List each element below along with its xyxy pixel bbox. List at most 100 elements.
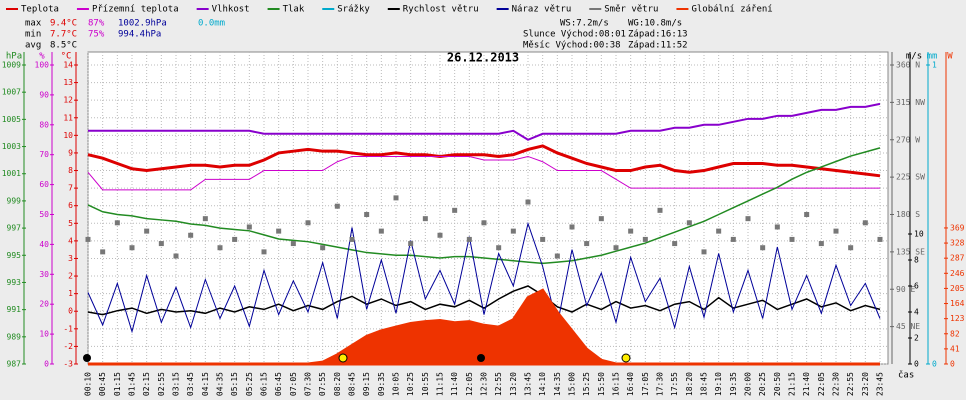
x-tick-label: 15:50 (597, 372, 606, 396)
y-tick-label: -2 (63, 342, 73, 351)
y-tick-label: 135 SE (896, 247, 925, 256)
stat: 0.0mm (198, 19, 225, 29)
moon-rise (83, 354, 91, 362)
x-tick-label: 16:15 (612, 372, 621, 396)
direction-point (877, 236, 883, 242)
axis-unit: mm (927, 52, 938, 62)
direction-point (261, 249, 267, 255)
x-tick-label: 04:15 (201, 372, 210, 396)
y-tick-label: 1 (68, 289, 73, 298)
direction-point (569, 224, 575, 230)
direction-point (554, 253, 560, 259)
x-tick-label: 01:45 (128, 372, 137, 396)
direction-point (496, 245, 502, 251)
x-tick-label: 08:20 (333, 372, 342, 396)
stat: 75% (88, 30, 105, 40)
direction-point (584, 241, 590, 247)
stat-label: min (25, 30, 41, 40)
y-tick-label: 6 (68, 201, 73, 210)
y-tick-label: 1007 (2, 88, 21, 97)
y-tick-label: 9 (68, 148, 73, 157)
direction-point (173, 253, 179, 259)
direction-point (188, 232, 194, 238)
x-tick-label: 17:30 (656, 372, 665, 396)
direction-point (408, 241, 414, 247)
legend-label: Srážky (337, 5, 370, 15)
direction-point (598, 216, 604, 222)
x-tick-label: 12:05 (465, 372, 474, 396)
x-tick-label: 12:30 (480, 372, 489, 396)
y-tick-label: 123 (950, 314, 965, 323)
x-tick-label: 20:50 (773, 372, 782, 396)
legend-label: Teplota (21, 5, 59, 15)
x-tick-label: 09:15 (362, 372, 371, 396)
y-tick-label: 5 (68, 219, 73, 228)
y-tick-label: 10 (39, 330, 49, 339)
x-tick-label: 02:15 (142, 372, 151, 396)
y-tick-label: 8 (914, 256, 919, 265)
y-tick-label: 205 (950, 284, 965, 293)
direction-point (525, 199, 531, 205)
series-line (87, 147, 881, 265)
y-tick-label: 100 (35, 61, 50, 70)
axis-unit: m/s (906, 52, 922, 62)
y-tick-label: 164 (950, 299, 965, 308)
x-tick-label: 00:45 (98, 372, 107, 396)
legend-label: Přízemní teplota (92, 5, 179, 15)
x-tick-label: 10:25 (406, 372, 415, 396)
direction-point (437, 232, 443, 238)
stat: 87% (88, 19, 105, 29)
y-tick-label: 1001 (2, 169, 21, 178)
direction-point (378, 228, 384, 234)
y-tick-label: 50 (39, 210, 49, 219)
direction-point (452, 207, 458, 213)
direction-point (320, 245, 326, 251)
y-tick-label: 13 (63, 78, 73, 87)
y-tick-label: 991 (7, 305, 22, 314)
direction-point (466, 236, 472, 242)
y-tick-label: 225 SW (896, 173, 925, 182)
series-line (88, 102, 881, 141)
y-tick-label: 11 (63, 113, 73, 122)
x-tick-label: 13:20 (509, 372, 518, 396)
direction-point (393, 195, 399, 201)
y-tick-label: 2 (68, 272, 73, 281)
y-tick-label: 987 (7, 360, 22, 369)
series-line (87, 144, 881, 178)
y-tick-label: 0 (914, 360, 919, 369)
y-tick-label: 270 W (896, 135, 920, 144)
stat: 994.4hPa (118, 30, 161, 40)
direction-point (628, 228, 634, 234)
x-tick-label: 10:05 (392, 372, 401, 396)
direction-point (349, 236, 355, 242)
y-tick-label: 82 (950, 329, 960, 338)
direction-point (760, 245, 766, 251)
x-tick-label: 06:45 (274, 372, 283, 396)
legend-label: Směr větru (604, 5, 658, 15)
direction-point (730, 236, 736, 242)
direction-point (246, 224, 252, 230)
direction-point (290, 241, 296, 247)
legend-label: Globální záření (691, 5, 772, 15)
y-tick-label: 45 NE (896, 322, 920, 331)
x-tick-label: 07:55 (318, 372, 327, 396)
axis-unit: W (947, 52, 953, 62)
direction-point (848, 245, 854, 251)
y-tick-label: 41 (950, 344, 960, 353)
y-tick-label: 3 (68, 254, 73, 263)
direction-point (613, 245, 619, 251)
y-tick-label: 40 (39, 240, 49, 249)
direction-point (85, 236, 91, 242)
x-tick-label: 20:25 (758, 372, 767, 396)
axis-unit: hPa (6, 52, 22, 62)
sun-set (621, 353, 631, 363)
direction-point (672, 241, 678, 247)
direction-point (804, 212, 810, 217)
direction-point (510, 228, 516, 234)
stat-label: max (25, 19, 42, 29)
x-tick-label: 03:15 (172, 372, 181, 396)
y-tick-label: 369 (950, 223, 965, 232)
stat-label: avg (25, 41, 41, 51)
moon-set (477, 354, 485, 362)
y-tick-label: 1 (932, 61, 937, 70)
